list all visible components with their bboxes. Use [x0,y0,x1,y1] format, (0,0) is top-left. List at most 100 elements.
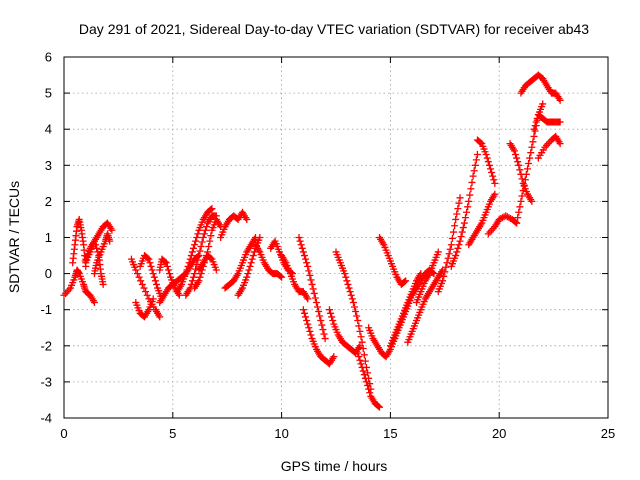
data-point [287,269,295,277]
data-point [401,278,409,286]
data-point [311,294,319,302]
data-point [192,237,200,245]
data-point [310,289,318,297]
data-point [305,324,313,332]
series-track-29 [391,266,438,343]
data-point [490,176,498,184]
series-track-21 [295,234,329,343]
data-point [358,338,366,346]
data-point [526,154,534,162]
y-tick-label: -2 [40,338,52,353]
data-point [465,197,473,205]
data-point [184,262,192,270]
data-point [152,280,160,288]
data-point [357,360,365,368]
series-track-1 [60,266,98,306]
data-point [444,254,452,262]
data-point [162,259,170,267]
data-point [330,353,338,361]
data-point [366,389,374,397]
y-tick-label: 2 [45,194,52,209]
data-point [525,159,533,167]
data-point [466,191,474,199]
data-point [464,203,472,211]
series-track-20 [267,237,296,278]
data-point [206,237,214,245]
data-point [305,267,313,275]
series-track-10 [156,255,183,299]
y-tick-label: 0 [45,266,52,281]
data-point [491,190,499,198]
data-point [315,308,323,316]
data-point [327,309,335,317]
data-point [207,254,215,262]
x-tick-label: 5 [169,426,176,441]
data-point [188,277,196,285]
data-point [244,270,252,278]
data-point [186,255,194,263]
x-tick-label: 0 [60,426,67,441]
x-axis: 0 5 10 15 20 25 [60,57,615,441]
data-point [256,234,264,241]
data-point [350,303,358,311]
data-point [140,284,148,292]
data-point [359,345,367,353]
data-point [175,291,183,299]
data-point [355,353,363,361]
series-track-40 [530,111,564,133]
data-point [92,241,100,249]
data-point [556,118,564,126]
series-track-25 [354,349,384,411]
x-tick-label: 20 [492,426,506,441]
data-point [483,154,491,162]
data-point [512,218,520,226]
data-point [460,219,468,227]
data-point [513,219,521,227]
data-point [512,150,520,158]
data-point [201,226,209,234]
data-point [208,205,216,213]
series-track-11 [173,205,216,296]
data-point [298,244,306,252]
data-point [520,181,528,189]
data-point [442,263,450,271]
data-point [491,179,499,187]
data-points [60,71,564,411]
data-point [521,176,529,184]
data-point [316,312,324,320]
data-point [344,280,352,288]
data-point [461,214,469,222]
data-point [277,272,285,280]
data-point [341,270,349,278]
data-point [458,228,466,236]
data-point [364,382,372,390]
y-tick-label: 4 [45,122,52,137]
data-point [454,244,462,252]
y-tick-label: -4 [40,411,52,426]
data-point [304,295,312,303]
data-point [205,243,213,251]
data-point [477,139,485,147]
data-point [309,285,317,293]
data-point [455,199,463,207]
data-point [489,172,497,180]
data-point [196,273,204,281]
data-point [347,291,355,299]
series-track-26 [365,324,399,361]
data-point [514,158,522,166]
data-point [528,143,536,151]
data-point [320,330,328,338]
data-point [343,277,351,285]
data-point [328,313,336,321]
data-point [349,298,357,306]
data-point [319,326,327,334]
series-track-22 [299,306,338,368]
data-point [138,280,146,288]
data-point [516,203,524,211]
data-point [308,280,316,288]
data-point [106,237,114,245]
data-point [515,208,523,216]
data-point [402,277,410,285]
data-point [361,357,369,365]
data-point [166,270,174,278]
